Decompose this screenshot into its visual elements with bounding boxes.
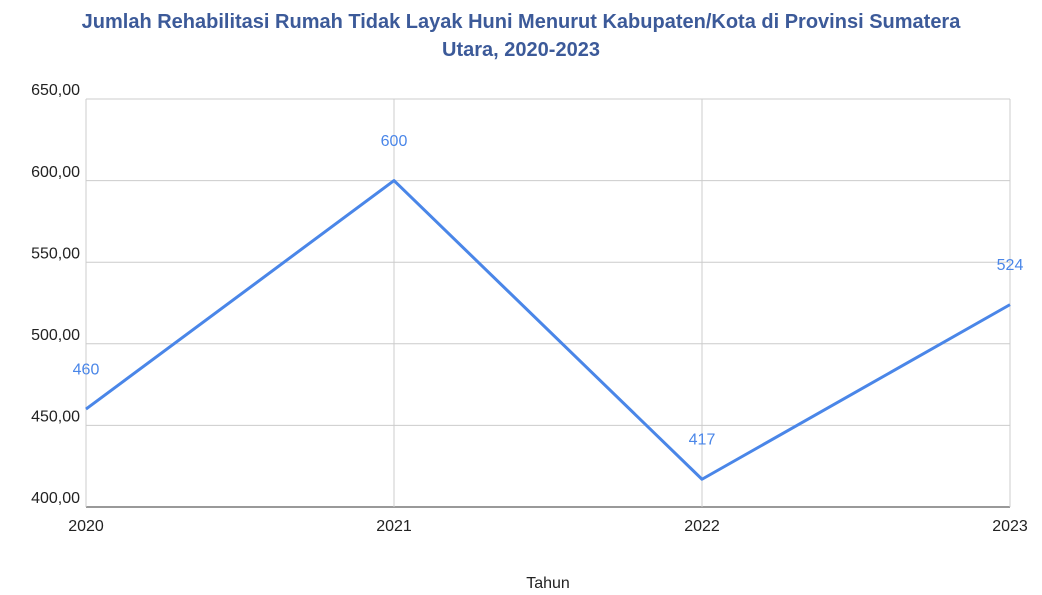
data-label: 460 [73,361,100,378]
x-tick-label: 2023 [992,518,1028,535]
y-tick-label: 500,00 [31,327,80,344]
line [85,179,1011,481]
y-tick-label: 450,00 [31,409,80,426]
data-label: 600 [381,133,408,150]
y-tick-label: 550,00 [31,245,80,262]
data-label: 417 [689,431,716,448]
y-tick-label: 400,00 [31,490,80,507]
x-tick-label: 2022 [684,518,720,535]
x-axis-label: Tahun [526,575,570,592]
y-tick-label: 600,00 [31,164,80,181]
x-tick-label: 2020 [68,518,104,535]
data-label: 524 [997,257,1024,274]
x-tick-label: 2021 [376,518,412,535]
y-tick-label: 650,00 [31,82,80,99]
chart-title: Jumlah Rehabilitasi Rumah Tidak Layak Hu… [81,11,961,61]
